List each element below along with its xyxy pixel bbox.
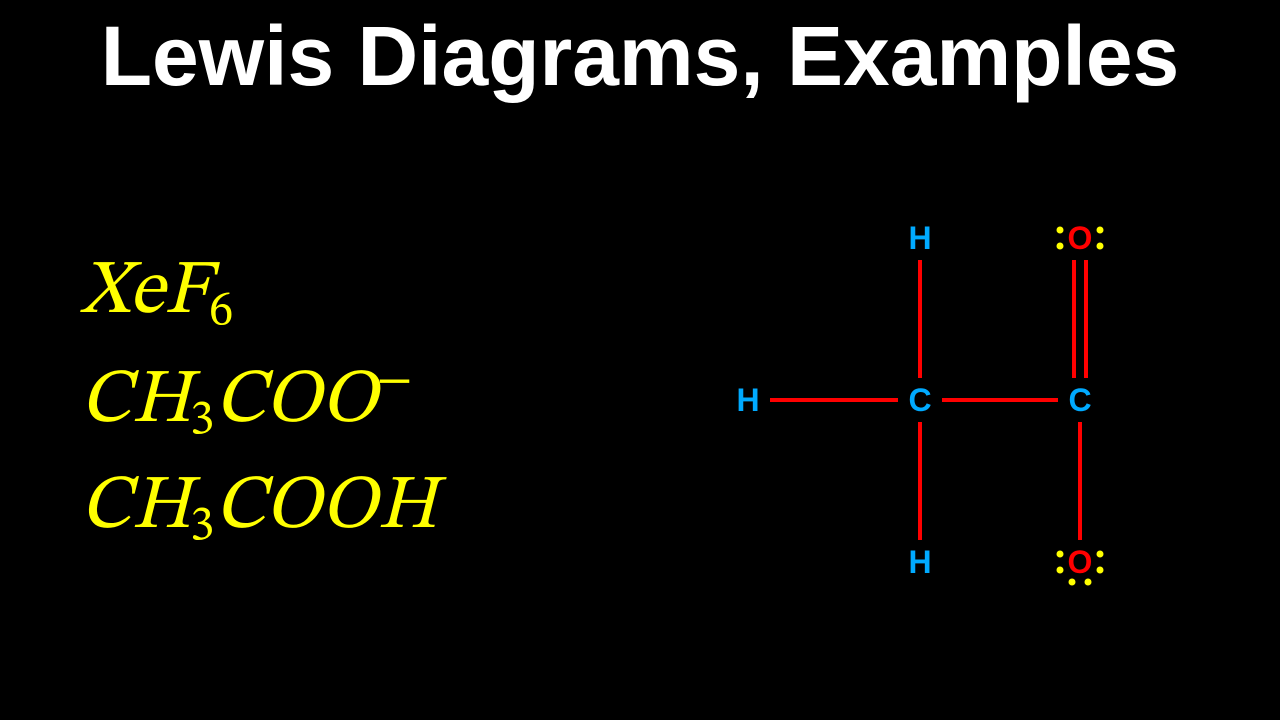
atom-C2: C (1068, 384, 1091, 416)
lone-pair-dot (1097, 227, 1104, 234)
formula-part: COO (214, 364, 376, 440)
lone-pair-dot (1057, 243, 1064, 250)
formula-part: 3 (190, 395, 214, 445)
lone-pair-dot (1069, 579, 1076, 586)
formula-list: XeF6CH3COO−CH3COOH (80, 240, 436, 562)
formula-part: CH (80, 470, 190, 546)
lone-pair-dot (1097, 567, 1104, 574)
bond (770, 398, 898, 402)
lone-pair-dot (1057, 227, 1064, 234)
lone-pair-dot (1097, 243, 1104, 250)
lone-pair-dot (1097, 551, 1104, 558)
formula-part: XeF (80, 255, 209, 331)
lewis-diagram: H C C H H O O (700, 190, 1220, 610)
atom-H_left: H (736, 384, 759, 416)
lone-pair-dot (1085, 579, 1092, 586)
bond (1084, 260, 1088, 378)
formula-part: CH (80, 364, 190, 440)
formula-part: − (377, 356, 413, 406)
lone-pair-dot (1057, 567, 1064, 574)
atom-O_bot: O (1068, 546, 1093, 578)
formula-part: COOH (214, 470, 435, 546)
atom-O_top: O (1068, 222, 1093, 254)
bond (918, 260, 922, 378)
formula-line: CH3COOH (80, 455, 436, 562)
bond (1078, 422, 1082, 540)
formula-line: XeF6 (80, 240, 436, 347)
bond (942, 398, 1058, 402)
lone-pair-dot (1057, 551, 1064, 558)
atom-C1: C (908, 384, 931, 416)
formula-part: 3 (190, 502, 214, 552)
formula-part: 6 (209, 286, 233, 336)
atom-H_bot: H (908, 546, 931, 578)
page-title: Lewis Diagrams, Examples (101, 8, 1180, 105)
bond (1072, 260, 1076, 378)
atom-H_top: H (908, 222, 931, 254)
bond (918, 422, 922, 540)
formula-line: CH3COO− (80, 347, 436, 456)
